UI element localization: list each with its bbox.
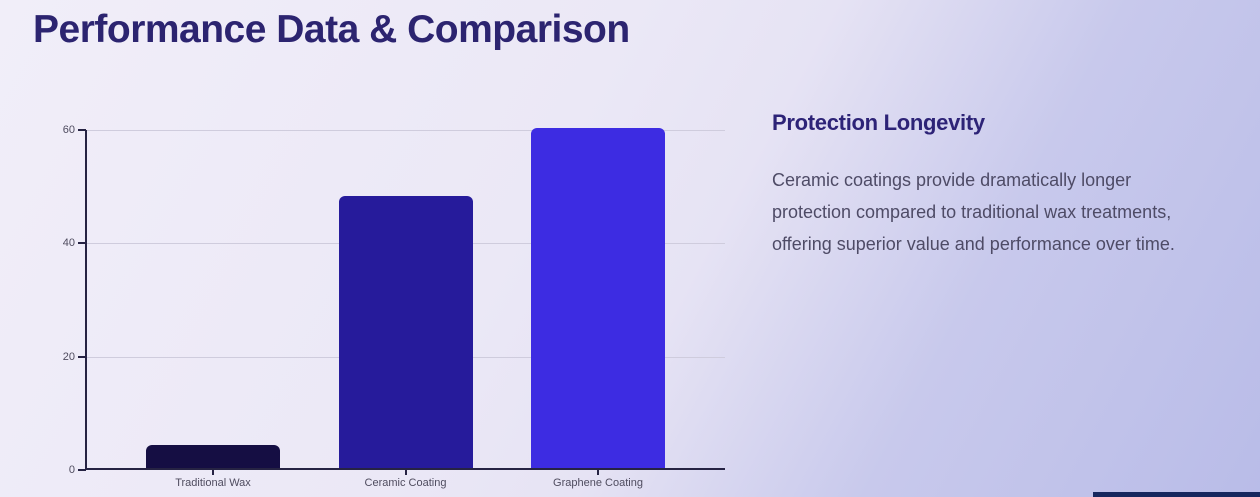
info-heading: Protection Longevity [772,110,985,135]
y-axis-tick [78,242,86,245]
page-title: Performance Data & Comparison [33,8,630,51]
bottom-right-partial-card [1093,492,1260,497]
y-axis-tick-label: 20 [62,350,75,363]
x-axis-tick [212,470,214,475]
y-axis-tick-label: 40 [62,237,75,250]
bar-ceramic-coating [338,196,473,468]
info-body-text: Ceramic coatings provide dramatically lo… [772,170,1175,254]
gridline-60 [87,130,725,131]
x-axis-label: Traditional Wax [175,477,251,489]
bar-graphene-coating [531,128,665,468]
x-axis-label: Ceramic Coating [364,477,447,489]
x-axis-tick [597,470,599,475]
y-axis-tick [78,355,86,358]
x-axis-tick [404,470,407,475]
y-axis-tick-label: 0 [68,464,75,476]
chart-plot-area: 0 20 40 60 Traditional Wax Ceramic Coating Gra… [63,124,725,489]
y-axis-tick [78,129,86,131]
bar-traditional-wax [146,445,280,468]
y-axis-tick-label: 60 [62,124,75,136]
x-axis-label: Graphene Coating [553,477,643,489]
y-axis-tick [78,469,86,471]
